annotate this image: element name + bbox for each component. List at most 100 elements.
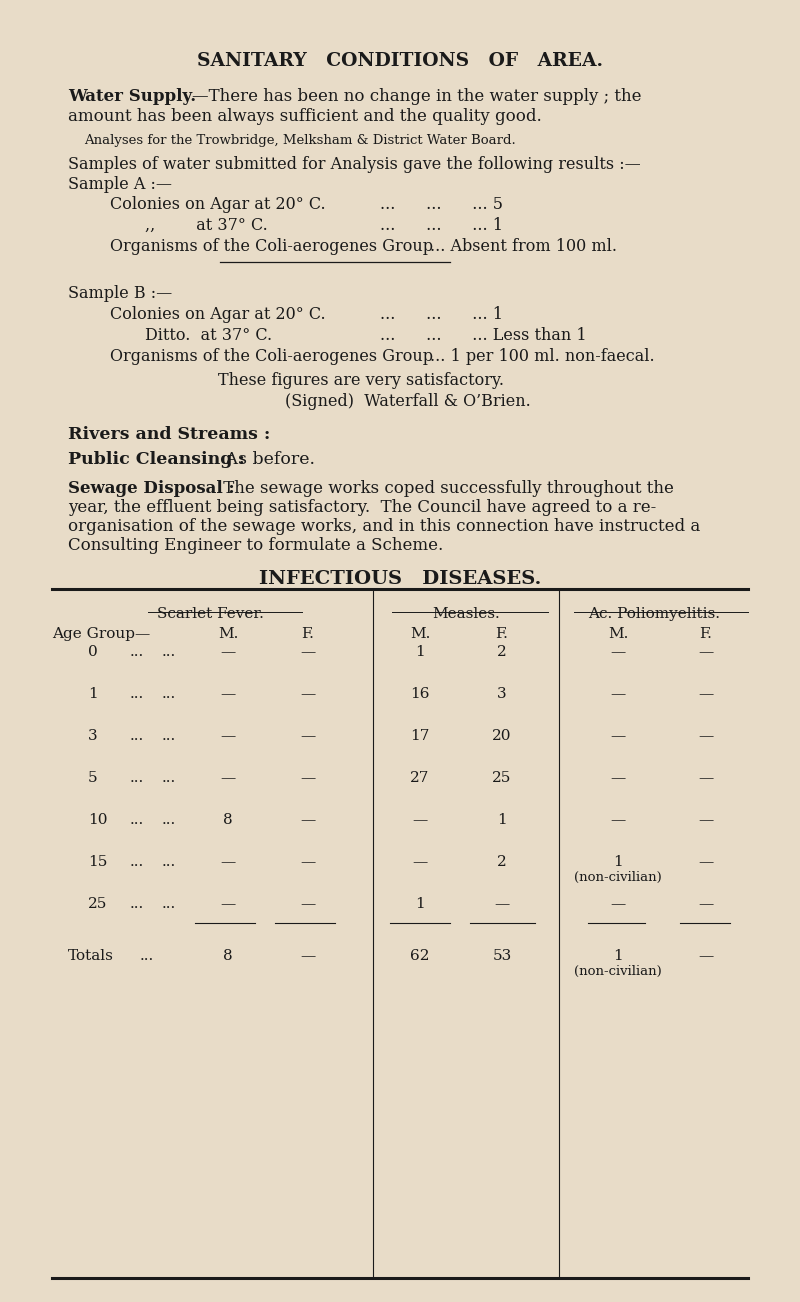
Text: —: — <box>220 897 236 911</box>
Text: Ditto.  at 37° C.: Ditto. at 37° C. <box>145 327 272 344</box>
Text: ...: ... <box>162 855 176 868</box>
Text: ...: ... <box>130 771 144 785</box>
Text: 8: 8 <box>223 812 233 827</box>
Text: —: — <box>300 687 316 700</box>
Text: —: — <box>220 855 236 868</box>
Text: organisation of the sewage works, and in this connection have instructed a: organisation of the sewage works, and in… <box>68 518 700 535</box>
Text: The sewage works coped successfully throughout the: The sewage works coped successfully thro… <box>218 480 674 497</box>
Text: 62: 62 <box>410 949 430 963</box>
Text: —: — <box>300 855 316 868</box>
Text: ...: ... <box>130 687 144 700</box>
Text: M.: M. <box>218 628 238 641</box>
Text: —: — <box>412 812 428 827</box>
Text: Analyses for the Trowbridge, Melksham & District Water Board.: Analyses for the Trowbridge, Melksham & … <box>84 134 516 147</box>
Text: —: — <box>698 949 714 963</box>
Text: F.: F. <box>699 628 713 641</box>
Text: 1: 1 <box>613 949 623 963</box>
Text: 27: 27 <box>410 771 430 785</box>
Text: Consulting Engineer to formulate a Scheme.: Consulting Engineer to formulate a Schem… <box>68 536 443 553</box>
Text: —: — <box>610 812 626 827</box>
Text: —: — <box>610 644 626 659</box>
Text: 20: 20 <box>492 729 512 743</box>
Text: Sewage Disposal :: Sewage Disposal : <box>68 480 234 497</box>
Text: (non-civilian): (non-civilian) <box>574 871 662 884</box>
Text: Public Cleansing :: Public Cleansing : <box>68 450 245 467</box>
Text: 1: 1 <box>415 644 425 659</box>
Text: F.: F. <box>302 628 314 641</box>
Text: 17: 17 <box>410 729 430 743</box>
Text: year, the effluent being satisfactory.  The Council have agreed to a re-: year, the effluent being satisfactory. T… <box>68 499 656 516</box>
Text: Totals: Totals <box>68 949 114 963</box>
Text: 1: 1 <box>497 812 507 827</box>
Text: 25: 25 <box>88 897 107 911</box>
Text: —: — <box>698 644 714 659</box>
Text: ...: ... <box>162 729 176 743</box>
Text: Measles.: Measles. <box>432 607 500 621</box>
Text: 1: 1 <box>88 687 98 700</box>
Text: amount has been always sufficient and the quality good.: amount has been always sufficient and th… <box>68 108 542 125</box>
Text: 1: 1 <box>613 855 623 868</box>
Text: —: — <box>610 897 626 911</box>
Text: —: — <box>220 771 236 785</box>
Text: 10: 10 <box>88 812 107 827</box>
Text: ...      ...      ... Less than 1: ... ... ... Less than 1 <box>380 327 586 344</box>
Text: F.: F. <box>495 628 509 641</box>
Text: INFECTIOUS   DISEASES.: INFECTIOUS DISEASES. <box>259 570 541 589</box>
Text: ... Absent from 100 ml.: ... Absent from 100 ml. <box>430 238 617 255</box>
Text: —: — <box>220 729 236 743</box>
Text: —: — <box>698 855 714 868</box>
Text: —: — <box>300 729 316 743</box>
Text: —: — <box>300 949 316 963</box>
Text: ...      ...      ... 1: ... ... ... 1 <box>380 306 503 323</box>
Text: ...: ... <box>162 687 176 700</box>
Text: 3: 3 <box>497 687 507 700</box>
Text: —: — <box>698 771 714 785</box>
Text: Organisms of the Coli-aerogenes Group: Organisms of the Coli-aerogenes Group <box>110 238 433 255</box>
Text: ...      ...      ... 5: ... ... ... 5 <box>380 197 503 214</box>
Text: ...: ... <box>130 855 144 868</box>
Text: Colonies on Agar at 20° C.: Colonies on Agar at 20° C. <box>110 306 326 323</box>
Text: 15: 15 <box>88 855 107 868</box>
Text: —: — <box>698 729 714 743</box>
Text: —: — <box>300 897 316 911</box>
Text: 2: 2 <box>497 855 507 868</box>
Text: ...: ... <box>162 897 176 911</box>
Text: ... 1 per 100 ml. non-faecal.: ... 1 per 100 ml. non-faecal. <box>430 348 654 365</box>
Text: M.: M. <box>410 628 430 641</box>
Text: 8: 8 <box>223 949 233 963</box>
Text: (Signed)  Waterfall & O’Brien.: (Signed) Waterfall & O’Brien. <box>285 393 530 410</box>
Text: Sample A :—: Sample A :— <box>68 176 172 193</box>
Text: —: — <box>698 812 714 827</box>
Text: Rivers and Streams :: Rivers and Streams : <box>68 426 270 443</box>
Text: These figures are very satisfactory.: These figures are very satisfactory. <box>218 372 504 389</box>
Text: —: — <box>220 687 236 700</box>
Text: ...: ... <box>130 644 144 659</box>
Text: Scarlet Fever.: Scarlet Fever. <box>157 607 263 621</box>
Text: —: — <box>494 897 510 911</box>
Text: 0: 0 <box>88 644 98 659</box>
Text: —: — <box>220 644 236 659</box>
Text: —: — <box>610 729 626 743</box>
Text: As before.: As before. <box>220 450 315 467</box>
Text: 2: 2 <box>497 644 507 659</box>
Text: —: — <box>300 771 316 785</box>
Text: 5: 5 <box>88 771 98 785</box>
Text: —There has been no change in the water supply ; the: —There has been no change in the water s… <box>192 89 642 105</box>
Text: 25: 25 <box>492 771 512 785</box>
Text: ...: ... <box>162 644 176 659</box>
Text: ...: ... <box>130 729 144 743</box>
Text: Water Supply.: Water Supply. <box>68 89 196 105</box>
Text: —: — <box>610 771 626 785</box>
Text: Ac. Poliomyelitis.: Ac. Poliomyelitis. <box>588 607 720 621</box>
Text: —: — <box>698 897 714 911</box>
Text: Colonies on Agar at 20° C.: Colonies on Agar at 20° C. <box>110 197 326 214</box>
Text: —: — <box>610 687 626 700</box>
Text: —: — <box>300 644 316 659</box>
Text: Sample B :—: Sample B :— <box>68 285 172 302</box>
Text: —: — <box>412 855 428 868</box>
Text: ...: ... <box>130 897 144 911</box>
Text: (non-civilian): (non-civilian) <box>574 965 662 978</box>
Text: Organisms of the Coli-aerogenes Group: Organisms of the Coli-aerogenes Group <box>110 348 433 365</box>
Text: ...: ... <box>130 812 144 827</box>
Text: ,,        at 37° C.: ,, at 37° C. <box>145 217 268 234</box>
